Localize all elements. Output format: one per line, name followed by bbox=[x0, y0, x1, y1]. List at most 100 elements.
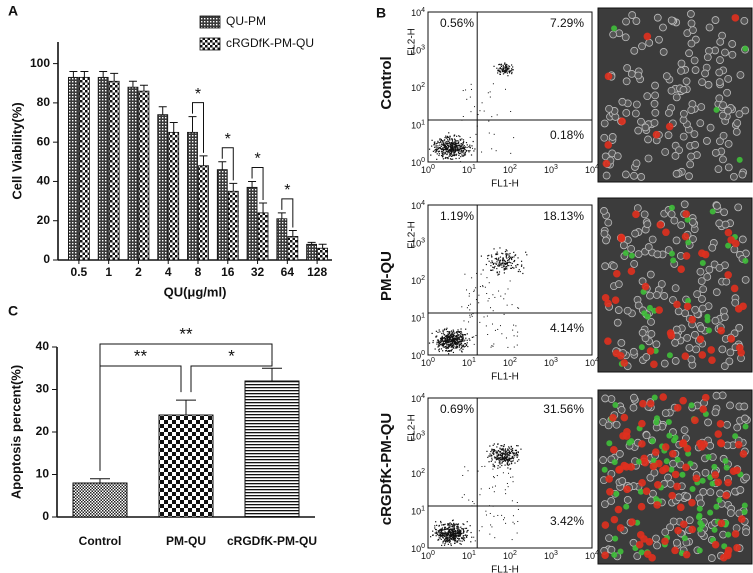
event-dot bbox=[470, 88, 472, 90]
event-dot bbox=[454, 145, 457, 147]
x-tick-label: 100 bbox=[421, 550, 435, 562]
error-bar bbox=[158, 106, 167, 115]
event-dot bbox=[462, 348, 464, 350]
event-dot bbox=[517, 307, 519, 309]
event-dot bbox=[451, 336, 453, 339]
green-cell bbox=[685, 297, 692, 304]
event-dot bbox=[464, 466, 466, 468]
event-dot bbox=[507, 448, 509, 450]
event-dot bbox=[461, 528, 463, 530]
significance-label: * bbox=[195, 86, 201, 103]
event-dot bbox=[449, 535, 452, 538]
event-dot bbox=[445, 145, 448, 148]
event-dot bbox=[457, 148, 459, 150]
event-dot bbox=[446, 346, 448, 348]
event-dot bbox=[453, 143, 455, 145]
event-dot bbox=[442, 342, 445, 344]
event-dot bbox=[499, 63, 501, 65]
green-cell bbox=[716, 497, 723, 504]
error-bar bbox=[90, 478, 110, 483]
event-dot bbox=[469, 339, 471, 341]
event-dot bbox=[438, 150, 440, 152]
event-dot bbox=[513, 452, 515, 454]
green-cell bbox=[721, 543, 728, 550]
red-cell bbox=[638, 479, 646, 487]
event-dot bbox=[457, 342, 459, 344]
event-dot bbox=[440, 341, 442, 344]
red-cell bbox=[682, 252, 691, 260]
event-dot bbox=[455, 523, 457, 525]
error-bar bbox=[307, 241, 316, 245]
tick-exponent: 2 bbox=[513, 550, 517, 557]
event-dot bbox=[483, 316, 485, 318]
event-dot bbox=[468, 321, 470, 323]
green-cell bbox=[646, 304, 653, 311]
event-dot bbox=[435, 149, 437, 151]
red-cell bbox=[737, 515, 746, 523]
event-dot bbox=[444, 141, 446, 143]
event-dot bbox=[452, 526, 454, 528]
green-cell bbox=[696, 547, 703, 554]
event-dot bbox=[504, 63, 506, 65]
red-cell bbox=[604, 141, 613, 149]
red-cell bbox=[617, 233, 626, 242]
event-dot bbox=[491, 448, 493, 450]
event-dot bbox=[437, 148, 439, 150]
event-dot bbox=[454, 338, 456, 340]
event-dot bbox=[436, 524, 438, 526]
tick-exponent: 3 bbox=[421, 44, 425, 51]
event-dot bbox=[501, 448, 503, 450]
event-dot bbox=[512, 481, 514, 483]
cell bbox=[667, 86, 676, 95]
event-dot bbox=[508, 463, 511, 465]
event-dot bbox=[442, 332, 445, 334]
cell bbox=[696, 119, 705, 128]
cell bbox=[740, 16, 749, 25]
event-dot bbox=[449, 540, 451, 543]
green-cell bbox=[652, 347, 659, 354]
event-dot bbox=[447, 537, 449, 539]
cell bbox=[685, 172, 693, 181]
tick-exponent: 2 bbox=[513, 357, 517, 364]
event-dot bbox=[492, 323, 494, 325]
event-dot bbox=[457, 530, 459, 533]
error-bar bbox=[318, 243, 327, 249]
cell bbox=[687, 152, 696, 161]
event-dot bbox=[488, 120, 490, 122]
event-dot bbox=[494, 262, 496, 264]
event-dot bbox=[462, 529, 465, 531]
event-dot bbox=[504, 263, 506, 265]
event-dot bbox=[510, 450, 513, 453]
event-dot bbox=[516, 456, 518, 458]
event-dot bbox=[452, 538, 454, 540]
event-dot bbox=[457, 535, 459, 537]
event-dot bbox=[462, 528, 464, 531]
green-cell bbox=[638, 549, 645, 556]
tick-base: 10 bbox=[411, 201, 421, 211]
y-tick-label: 10 bbox=[36, 467, 50, 481]
event-dot bbox=[438, 342, 441, 344]
event-dot bbox=[488, 132, 490, 134]
event-dot bbox=[503, 265, 506, 267]
event-dot bbox=[453, 154, 456, 157]
event-dot bbox=[496, 258, 498, 261]
red-cell bbox=[724, 546, 733, 555]
event-dot bbox=[492, 448, 494, 451]
cell bbox=[729, 172, 738, 181]
event-dot bbox=[463, 154, 466, 156]
event-dot bbox=[449, 135, 451, 137]
cell bbox=[677, 59, 686, 68]
event-dot bbox=[433, 143, 436, 145]
event-dot bbox=[431, 139, 433, 141]
tick-exponent: 2 bbox=[421, 275, 425, 282]
event-dot bbox=[449, 344, 452, 346]
red-cell bbox=[673, 482, 681, 491]
event-dot bbox=[459, 532, 462, 535]
cell bbox=[720, 208, 729, 217]
event-dot bbox=[498, 451, 501, 453]
event-dot bbox=[457, 336, 459, 338]
event-dot bbox=[506, 266, 508, 268]
event-dot bbox=[444, 139, 446, 141]
event-dot bbox=[454, 140, 456, 142]
event-dot bbox=[446, 339, 449, 341]
